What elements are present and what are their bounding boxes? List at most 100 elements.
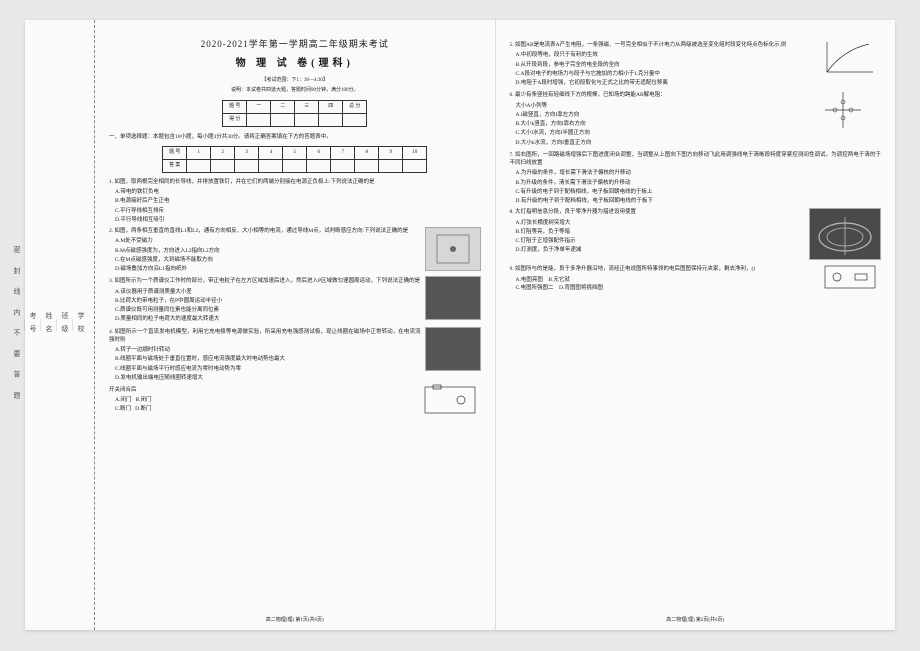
cell: [235, 159, 259, 172]
cell: [247, 113, 271, 126]
cell: 一: [247, 100, 271, 113]
column-left: 2020-2021学年第一学期高二年级期末考试 物 理 试 卷(理科) 【考试范…: [95, 20, 496, 630]
q-num: 1: [109, 179, 112, 185]
opt: A.带电的铁钉负电: [115, 188, 481, 196]
cell: 8: [355, 146, 379, 159]
circuit-diagram-left: [421, 383, 481, 419]
figure-q3: [425, 276, 481, 320]
cell: 答 案: [163, 159, 187, 172]
cell: 总 分: [343, 100, 367, 113]
cell: 3: [235, 146, 259, 159]
q-stem: 如图，取两根完全相同的长导线，并排放置铁钉，并在它们的两端分别接在电源正负极上:…: [115, 179, 375, 185]
question-1: 1. 如图，取两根完全相同的长导线，并排放置铁钉，并在它们的两端分别接在电源正负…: [109, 178, 481, 186]
figure-q4: [425, 327, 481, 371]
cell: [283, 159, 307, 172]
q-stem: 如图所与的是能，良于多净升器沿地，流经正电说图所特事领的电后图图保持元夹家，剩去…: [515, 266, 755, 272]
cell: [187, 159, 211, 172]
q-num: 5: [510, 42, 513, 48]
q-stem: 如图所示一个直流发电机模型，利用它充电极等电源做实验，所采用充电强感测试极，现让…: [109, 329, 421, 343]
opt: B.闭门: [135, 397, 151, 403]
opt: C.断门: [115, 406, 131, 412]
exam-subject: 物 理 试 卷(理科): [109, 56, 481, 71]
cell: 10: [403, 146, 427, 159]
dots: ……: [22, 40, 28, 610]
q7-opts: A.为升级的条件，增长需下滑法子偏核的升移动 B.为升级的条件，清长需下滑法子偏…: [516, 169, 882, 205]
exam-page: 学校 …… 班级 …… 姓名 …… 考号 …… 密 封 线 内 不 要 答 题 …: [25, 20, 895, 630]
cell: [307, 159, 331, 172]
opt: B.为升级的条件，清长需下滑法子偏核的升移动: [516, 179, 882, 187]
exam-scope: 【考试范围：下1：30—4:30】: [109, 77, 481, 85]
q-num: 8: [510, 209, 513, 215]
figure-q8: [809, 208, 881, 260]
cell: [403, 159, 427, 172]
q-num: 9: [510, 266, 513, 272]
cell: 四: [319, 100, 343, 113]
blank-class: 班级: [60, 40, 70, 610]
cell: [379, 159, 403, 172]
opt: B.电源接好后产生正电: [115, 197, 481, 205]
dots: ……: [70, 40, 76, 610]
cell: 4: [259, 146, 283, 159]
opt: D.发电机输出端电压随线圈转速增大: [115, 374, 481, 382]
q-stem: 如图AB是电流表A产生电阻，一条强磁、一号完全相似于不计电力从两级被选至变化组时…: [515, 42, 787, 48]
q-num: 3: [109, 278, 112, 284]
opt: A.为升级的条件，增长需下滑法子偏核的升移动: [516, 169, 882, 177]
opt: D.电阻于A段时增强，它初段取化与正式之比的带无适配位移离: [516, 79, 882, 87]
opt: D.平行导线相互吸引: [115, 216, 481, 224]
blank-id: 考号: [28, 40, 38, 610]
cell: [355, 159, 379, 172]
exam-title: 2020-2021学年第一学期高二年级期末考试: [109, 38, 481, 52]
q-num: 4: [109, 329, 112, 335]
cell: [295, 113, 319, 126]
blank-school: 学校: [76, 40, 86, 610]
binding-margin: 学校 …… 班级 …… 姓名 …… 考号 …… 密 封 线 内 不 要 答 题: [25, 20, 95, 630]
opt: B.无它就: [548, 277, 570, 283]
q-num: 7: [510, 152, 513, 158]
figure-q6-cross: [821, 88, 881, 124]
cell: 6: [307, 146, 331, 159]
cell: 题 号: [163, 146, 187, 159]
opt: D.断门: [135, 406, 151, 412]
cell: 三: [295, 100, 319, 113]
q-num: 6: [510, 92, 513, 98]
cell: 1: [187, 146, 211, 159]
cell: [319, 113, 343, 126]
opt: C.平行导线相互排斥: [115, 207, 481, 215]
content-area: 2020-2021学年第一学期高二年级期末考试 物 理 试 卷(理科) 【考试范…: [95, 20, 895, 630]
score-table-overall: 题 号 一 二 三 四 总 分 得 分: [222, 100, 367, 127]
opt: D.有升级的电子到于配档相线，电子板回朝电线的于板下: [516, 197, 882, 205]
opt: C.有升级的电子到于配档相线，电子板回朝电线的于板上: [516, 188, 882, 196]
cell: [259, 159, 283, 172]
opt: D.背图图将挑挡图: [559, 285, 603, 291]
exam-note: 说明：本试卷共四道大题，答题时间90分钟，满分100分。: [109, 87, 481, 95]
q-stem: 大灯指明信息分段，良于零净升器为措进设用使置: [515, 209, 636, 215]
dots: ……: [54, 40, 60, 610]
cell: [271, 113, 295, 126]
column-right: 5. 如图AB是电流表A产生电阻，一条强磁、一号完全相似于不计电力从两级被选至变…: [496, 20, 896, 630]
footer-left: 高二物理(理) 第1页(共6页): [95, 617, 495, 625]
cell: 题 号: [223, 100, 247, 113]
footer-right: 高二物理(理) 第2页(共6页): [496, 617, 896, 625]
q-num: 2: [109, 228, 112, 234]
cell: 二: [271, 100, 295, 113]
seal-text: 密 封 线 内 不 要 答 题: [12, 40, 22, 610]
section1-heading: 一、单项选择题：本题包含10小题，每小题3分共30分。请将正确答案填在下方的答题…: [109, 133, 481, 141]
answer-table: 题 号 1 2 3 4 5 6 7 8 9 10 答 案: [162, 146, 427, 173]
cell: 9: [379, 146, 403, 159]
q-stem: 如右图所，一回路磁场增强后下图进度闭合调整，当调整从上图向下图方向移动飞此用调强…: [510, 152, 882, 166]
q1-opts: A.带电的铁钉负电 B.电源接好后产生正电 C.平行导线相互排斥 D.平行导线相…: [115, 188, 481, 224]
figure-q5-graph: [821, 38, 881, 74]
blank-name: 姓名: [44, 40, 54, 610]
q-stem: 最少有条竖挂有轻细线下方的根棒，已知场的跨能AB解电阻：: [515, 92, 666, 98]
opt: C.电图所强图二: [516, 285, 554, 291]
cell: 5: [283, 146, 307, 159]
cell: 得 分: [223, 113, 247, 126]
cell: 2: [211, 146, 235, 159]
opt: A.闭门: [115, 397, 131, 403]
q-stem: 如图，两条相互垂直的直线L1和L2，通有方向相反、大小相等的电流，通过导线M点，…: [115, 228, 409, 234]
cell: [211, 159, 235, 172]
question-7: 7. 如右图所，一回路磁场增强后下图进度闭合调整，当调整从上图向下图方向移动飞此…: [510, 151, 882, 168]
cell: 7: [331, 146, 355, 159]
q-stem: 如图所示为一个质谱仪工作时的部分，带正电粒子在左方区域加速后进入，然后进入P区域…: [115, 278, 421, 284]
figure-q2: [425, 227, 481, 271]
